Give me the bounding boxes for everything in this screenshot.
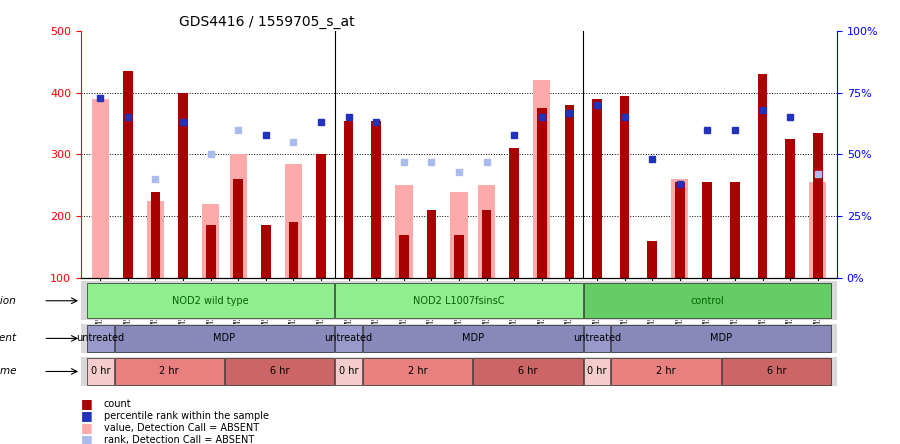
Bar [478, 185, 495, 278]
Bar [87, 358, 113, 385]
Text: rank, Detection Call = ABSENT: rank, Detection Call = ABSENT [104, 435, 254, 444]
Bar [809, 182, 826, 278]
Bar [225, 358, 334, 385]
Text: ■: ■ [81, 397, 93, 411]
Bar [95, 99, 105, 278]
Bar [703, 182, 712, 278]
Text: count: count [104, 399, 131, 409]
Text: MDP: MDP [710, 333, 733, 343]
Bar [509, 148, 519, 278]
Bar [399, 235, 409, 278]
Bar [202, 204, 220, 278]
Text: 6 hr: 6 hr [270, 366, 290, 377]
Bar [87, 283, 334, 318]
Bar [454, 235, 464, 278]
Bar [147, 201, 164, 278]
Bar [482, 210, 491, 278]
Bar [114, 325, 334, 352]
Text: untreated: untreated [76, 333, 124, 343]
Bar [230, 155, 247, 278]
Text: 6 hr: 6 hr [767, 366, 786, 377]
Bar [758, 74, 768, 278]
Bar [620, 96, 629, 278]
Text: 2 hr: 2 hr [159, 366, 179, 377]
Text: untreated: untreated [573, 333, 621, 343]
Text: control: control [690, 296, 725, 306]
Text: 2 hr: 2 hr [408, 366, 427, 377]
Text: time: time [0, 366, 17, 377]
Bar [336, 358, 362, 385]
Bar [316, 155, 326, 278]
Text: NOD2 L1007fsinsC: NOD2 L1007fsinsC [413, 296, 505, 306]
Bar [206, 226, 215, 278]
Text: 6 hr: 6 hr [518, 366, 537, 377]
Bar [363, 325, 582, 352]
Bar [671, 179, 688, 278]
Text: 2 hr: 2 hr [656, 366, 676, 377]
Text: 0 hr: 0 hr [587, 366, 607, 377]
Bar [647, 241, 657, 278]
Bar [611, 358, 721, 385]
Text: MDP: MDP [213, 333, 236, 343]
Bar [289, 222, 298, 278]
Bar [427, 210, 436, 278]
Bar [336, 325, 362, 352]
Bar [92, 99, 109, 278]
Bar [813, 133, 823, 278]
Text: NOD2 wild type: NOD2 wild type [173, 296, 249, 306]
Text: MDP: MDP [462, 333, 484, 343]
Text: value, Detection Call = ABSENT: value, Detection Call = ABSENT [104, 423, 258, 433]
Bar [584, 325, 610, 352]
Bar [584, 358, 610, 385]
Bar [123, 71, 132, 278]
Text: ■: ■ [81, 409, 93, 423]
Text: genotype/variation: genotype/variation [0, 296, 17, 306]
Bar [178, 93, 188, 278]
Text: 0 hr: 0 hr [91, 366, 110, 377]
Bar [372, 121, 381, 278]
Bar [344, 121, 354, 278]
Bar [730, 182, 740, 278]
Bar [675, 182, 685, 278]
Bar [395, 185, 412, 278]
Bar [150, 191, 160, 278]
Text: GDS4416 / 1559705_s_at: GDS4416 / 1559705_s_at [179, 15, 355, 29]
Bar [87, 325, 113, 352]
Text: untreated: untreated [325, 333, 373, 343]
Text: 0 hr: 0 hr [339, 366, 358, 377]
Bar [233, 179, 243, 278]
Bar [592, 99, 602, 278]
Bar [722, 358, 831, 385]
Text: agent: agent [0, 333, 17, 343]
Bar [450, 191, 468, 278]
Bar [786, 139, 795, 278]
Bar [363, 358, 473, 385]
Bar [284, 164, 302, 278]
Bar [261, 226, 271, 278]
Bar [533, 80, 551, 278]
Text: ■: ■ [81, 421, 93, 435]
Bar [473, 358, 582, 385]
Text: ■: ■ [81, 433, 93, 444]
Bar [336, 283, 582, 318]
Text: percentile rank within the sample: percentile rank within the sample [104, 411, 268, 421]
Bar [537, 108, 546, 278]
Bar [114, 358, 224, 385]
Bar [564, 105, 574, 278]
Bar [611, 325, 831, 352]
Bar [584, 283, 831, 318]
